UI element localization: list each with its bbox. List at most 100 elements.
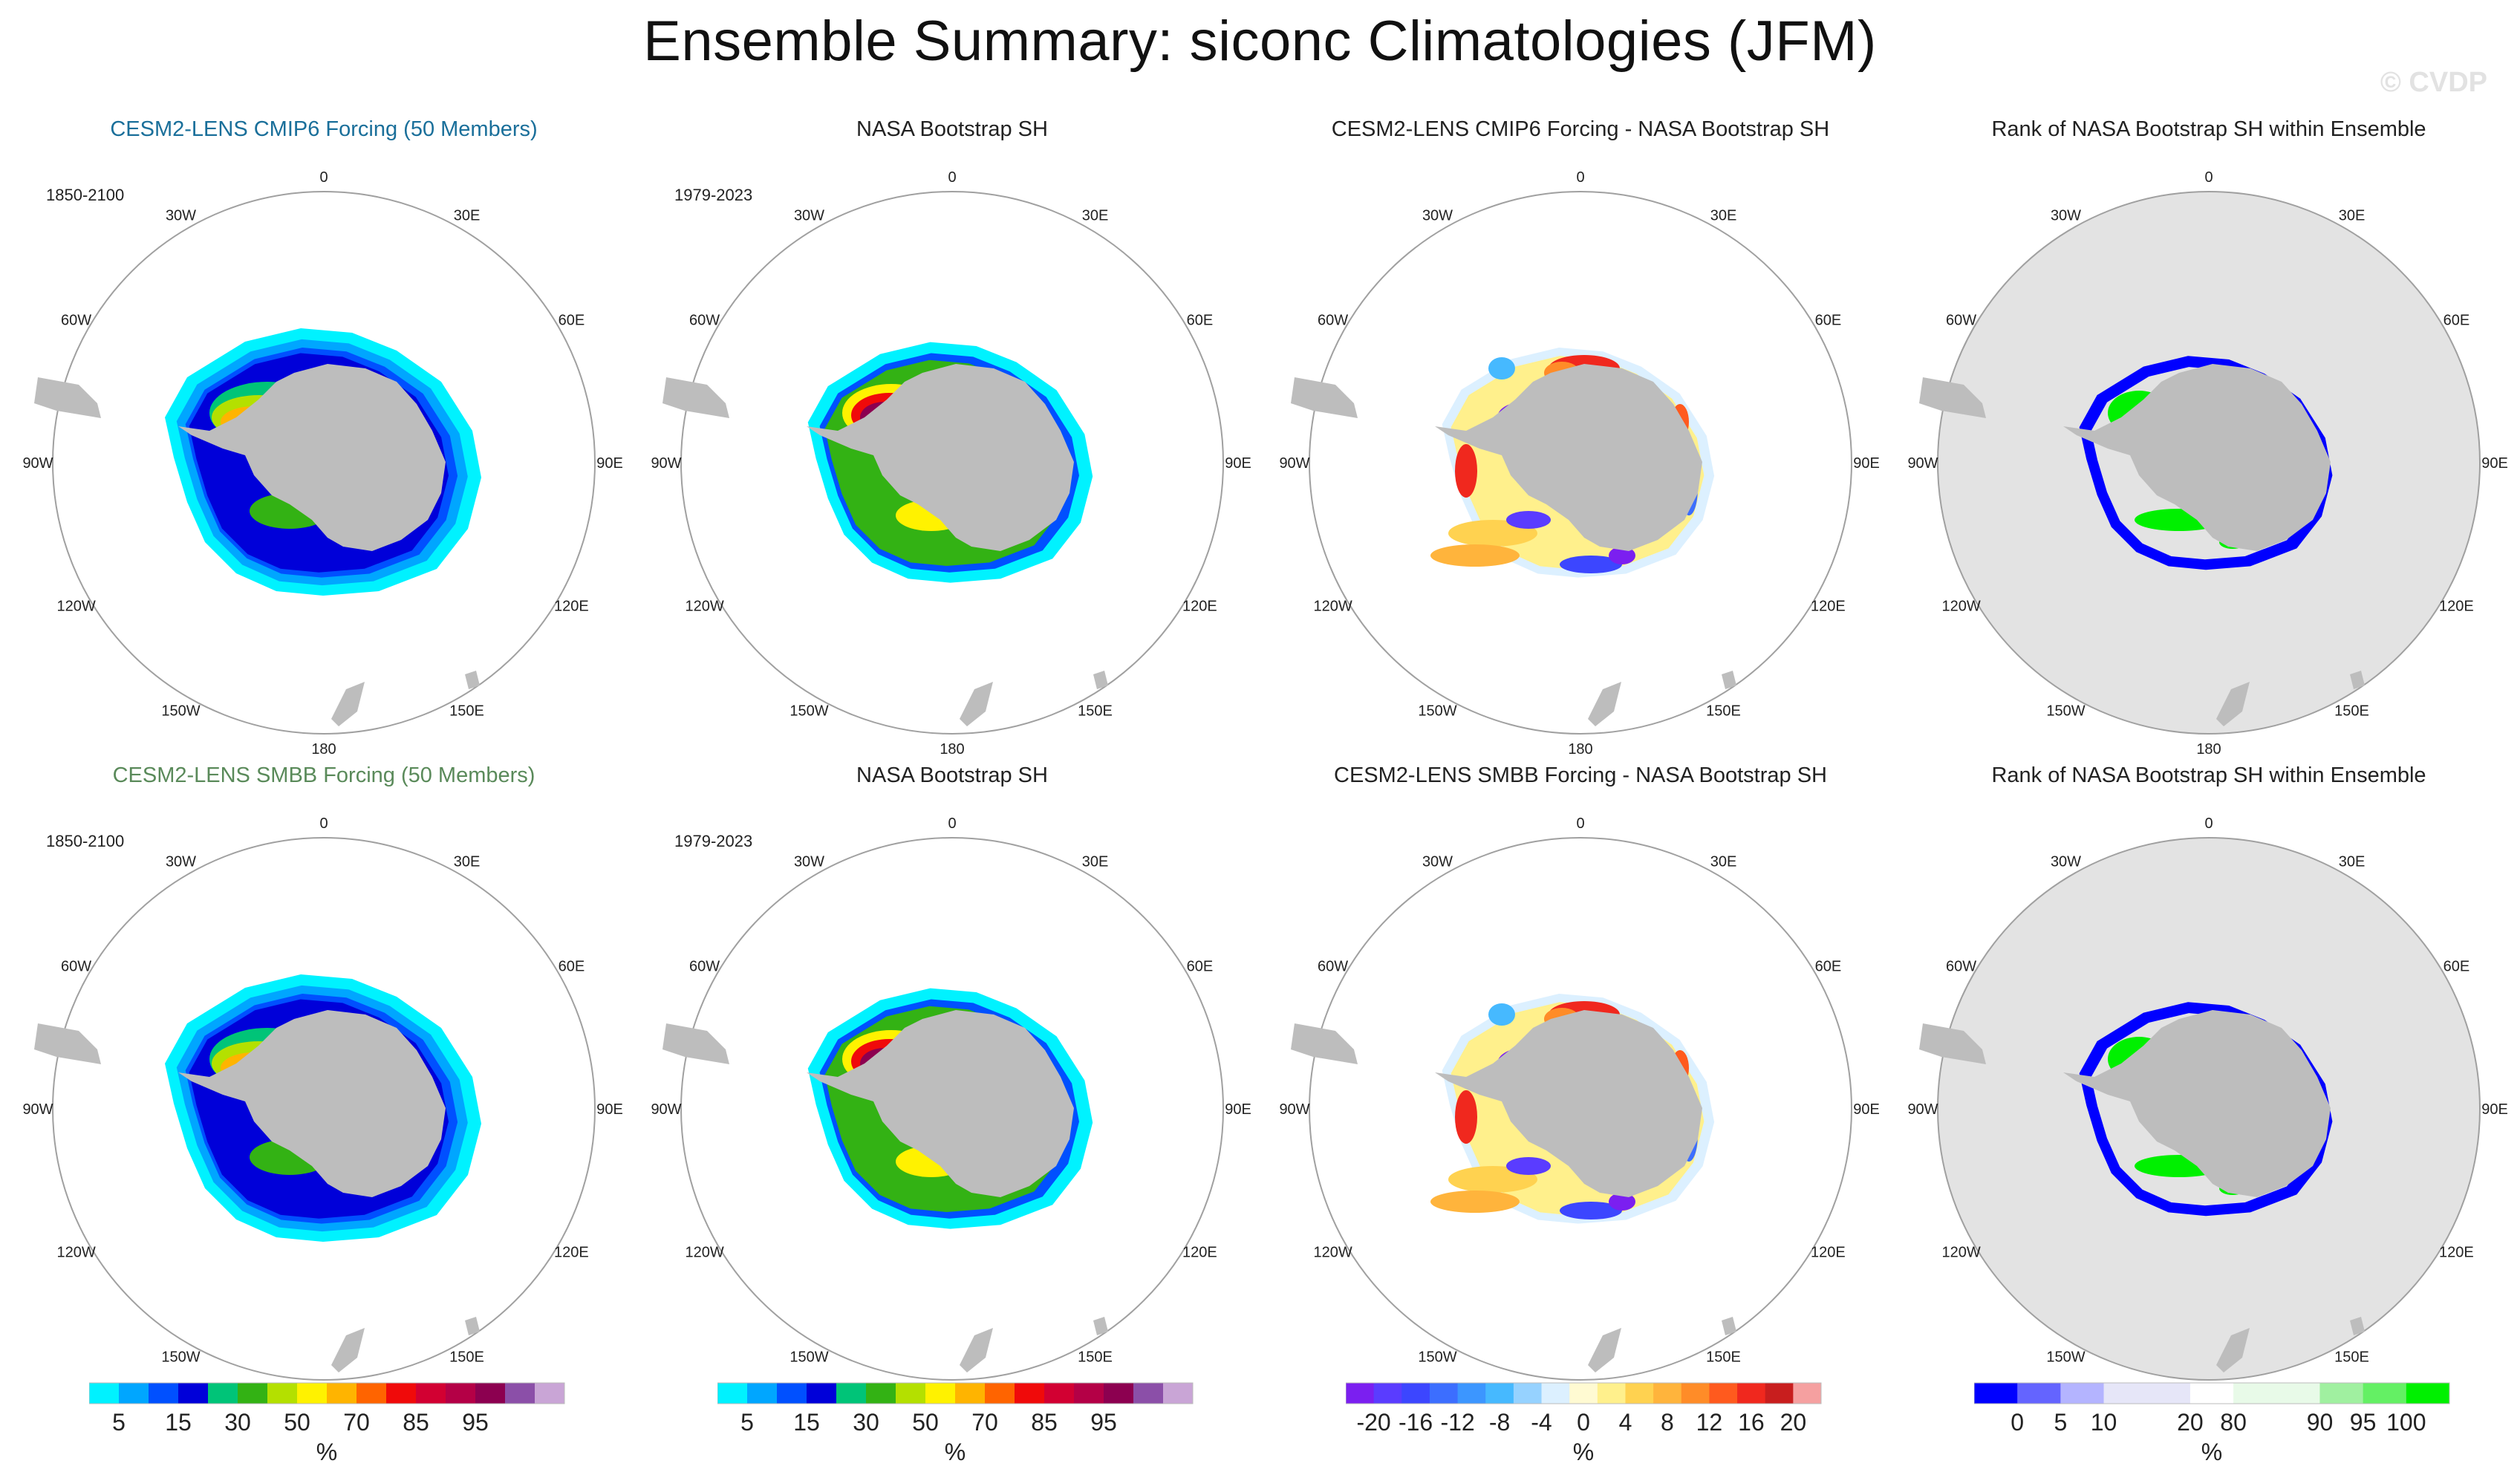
longitude-label: 90W: [22, 455, 53, 472]
colorbar-swatch: [505, 1383, 535, 1404]
panel-title: CESM2-LENS CMIP6 Forcing (50 Members): [110, 117, 538, 141]
diff-patch: [1506, 511, 1551, 529]
south-america-land: [34, 377, 101, 418]
new-zealand-land: [1588, 682, 1621, 726]
colorbar-swatch: [1401, 1383, 1430, 1404]
panel-title: NASA Bootstrap SH: [856, 763, 1048, 787]
tasmania-land: [1093, 671, 1108, 689]
south-america-land: [1919, 1023, 1986, 1064]
colorbar-tick-label: 15: [793, 1409, 820, 1436]
longitude-label: 30E: [1710, 208, 1737, 224]
longitude-label: 120W: [56, 1245, 95, 1261]
panel-title: CESM2-LENS SMBB Forcing - NASA Bootstrap…: [1334, 763, 1827, 787]
colorbar-tick-label: 0: [1577, 1409, 1590, 1436]
colorbar-frame: [717, 1382, 1194, 1404]
longitude-label: 150W: [2046, 1349, 2085, 1365]
colorbar-swatch: [1597, 1383, 1626, 1404]
antarctica-land: [2063, 364, 2331, 551]
colorbar-tick-label: 85: [1031, 1409, 1058, 1436]
tasmania-land: [2350, 1317, 2365, 1335]
colorbar-swatch: [1569, 1383, 1598, 1404]
colorbar-swatch: [747, 1383, 778, 1404]
longitude-label: 120E: [1811, 1245, 1846, 1261]
longitude-label: 90E: [596, 1101, 623, 1118]
diff-patch: [1506, 1157, 1551, 1175]
colorbar-tick-label: 30: [224, 1409, 251, 1436]
longitude-label: 30E: [2339, 854, 2366, 870]
south-america-land: [1291, 1023, 1358, 1064]
longitude-label: 0: [2204, 815, 2213, 832]
colorbar-tick-label: 70: [343, 1409, 370, 1436]
colorbar-tick-label: 8: [1661, 1409, 1674, 1436]
colorbar-swatch: [178, 1383, 209, 1404]
longitude-label: 60W: [689, 959, 720, 975]
longitude-label: 120W: [1313, 1245, 1352, 1261]
colorbar-tick-label: 10: [2091, 1409, 2117, 1436]
longitude-label: 120E: [1811, 599, 1846, 615]
colorbar-swatch: [1625, 1383, 1654, 1404]
longitude-label: 180: [1568, 741, 1592, 758]
longitude-label: 150W: [1418, 1349, 1456, 1365]
south-america-land: [1291, 377, 1358, 418]
map-panel: NASA Bootstrap SH 1979-2023 0 30E 60E 90E 120E…: [637, 763, 1267, 1410]
colorbar-tick-label: -8: [1489, 1409, 1510, 1436]
colorbar-swatch: [955, 1383, 986, 1404]
colorbar-tick-label: 30: [853, 1409, 879, 1436]
colorbar-tick-label: 15: [165, 1409, 192, 1436]
colorbar-tick-label: 50: [912, 1409, 939, 1436]
longitude-label: 120W: [1941, 1245, 1980, 1261]
colorbar-tick-label: 95: [1090, 1409, 1117, 1436]
longitude-label: 0: [319, 169, 328, 186]
longitude-label: 120E: [1182, 599, 1217, 615]
antarctica-land: [2063, 1010, 2331, 1197]
south-america-land: [662, 1023, 729, 1064]
longitude-label: 150W: [789, 1349, 828, 1365]
colorbar-swatch: [866, 1383, 896, 1404]
polar-map: 0 30E 60E 90E 120E 150E 180 150W 120W 90W 60W 30W: [22, 169, 623, 758]
longitude-label: 30W: [166, 208, 196, 224]
tasmania-land: [465, 1317, 480, 1335]
longitude-label: 60W: [1946, 959, 1976, 975]
longitude-label: 30E: [1082, 208, 1109, 224]
longitude-label: 150E: [1078, 703, 1113, 719]
map-panel: CESM2-LENS CMIP6 Forcing - NASA Bootstra…: [1266, 117, 1895, 763]
longitude-label: 60W: [1318, 959, 1348, 975]
longitude-label: 150W: [789, 703, 828, 719]
colorbar-swatch: [1793, 1383, 1822, 1404]
longitude-label: 120W: [685, 1245, 723, 1261]
longitude-label: 150W: [2046, 703, 2085, 719]
diff-patch: [1560, 1202, 1622, 1219]
colorbar-swatch: [2060, 1383, 2105, 1404]
longitude-label: 90E: [596, 455, 623, 472]
antarctica-land: [178, 364, 446, 551]
longitude-label: 60E: [1187, 313, 1214, 329]
longitude-label: 0: [1576, 169, 1584, 186]
colorbar-units: %: [2201, 1439, 2222, 1463]
colorbar-swatch: [89, 1383, 120, 1404]
colorbar-swatch: [1074, 1383, 1104, 1404]
new-zealand-land: [960, 682, 993, 726]
longitude-label: 0: [948, 815, 956, 832]
diff-patch: [1488, 1003, 1515, 1026]
colorbar-tick-label: 12: [1696, 1409, 1723, 1436]
colorbar-tick-label: 50: [284, 1409, 310, 1436]
map-panel: CESM2-LENS SMBB Forcing - NASA Bootstrap…: [1266, 763, 1895, 1410]
longitude-label: 0: [948, 169, 956, 186]
period-label: 1979-2023: [674, 832, 753, 850]
longitude-label: 150E: [449, 703, 484, 719]
longitude-label: 90W: [22, 1101, 53, 1118]
colorbar-swatch: [1346, 1383, 1375, 1404]
colorbar-tick-label: 5: [2054, 1409, 2068, 1436]
longitude-label: 120W: [56, 599, 95, 615]
longitude-label: 30E: [2339, 208, 2366, 224]
longitude-label: 60E: [559, 959, 585, 975]
new-zealand-land: [331, 1328, 365, 1372]
longitude-label: 30W: [1422, 208, 1453, 224]
colorbar-swatch: [2146, 1383, 2191, 1404]
antarctica-land: [1435, 364, 1702, 551]
colorbar-swatch: [2276, 1383, 2320, 1404]
diff-patch: [1455, 444, 1477, 498]
tasmania-land: [2350, 671, 2365, 689]
colorbar-swatch: [1044, 1383, 1075, 1404]
colorbar-swatch: [896, 1383, 926, 1404]
